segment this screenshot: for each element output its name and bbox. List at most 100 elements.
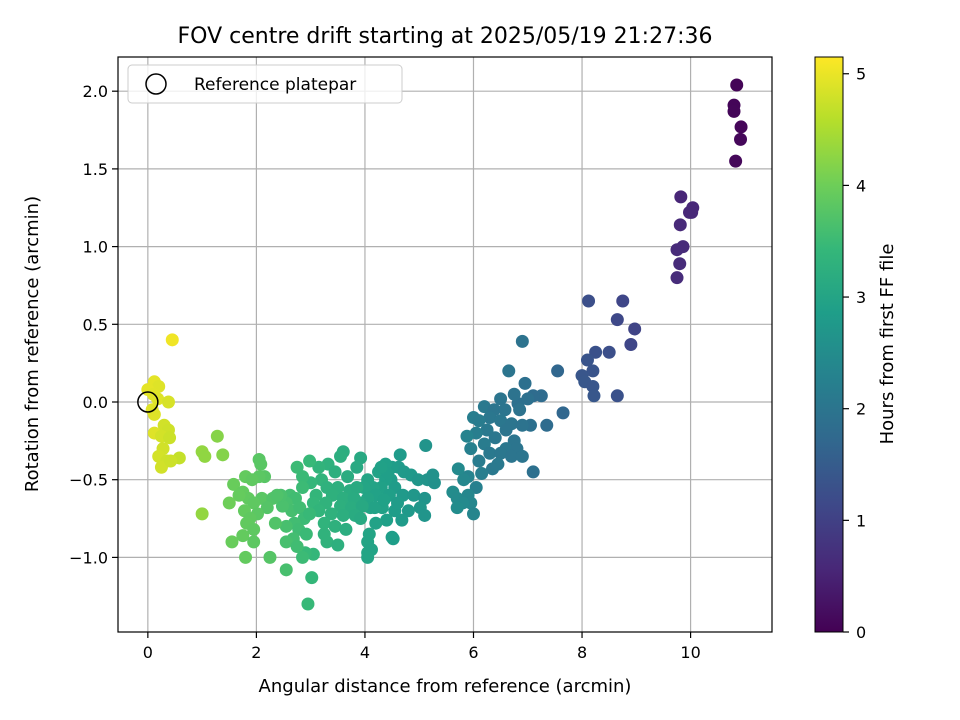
data-point: [254, 457, 268, 471]
data-point: [419, 439, 433, 453]
data-point: [485, 462, 499, 476]
data-point: [336, 508, 350, 522]
data-point: [301, 597, 315, 611]
data-point: [418, 508, 432, 522]
x-tick-label: 4: [360, 643, 370, 662]
y-axis-ticks: −1.0 −0.5 0.0 0.5 1.0 1.5 2.0: [69, 82, 118, 567]
data-point: [164, 454, 178, 468]
data-point: [451, 462, 465, 476]
data-point: [401, 504, 415, 518]
data-point: [328, 519, 342, 533]
data-point: [386, 532, 400, 546]
data-point: [331, 538, 345, 552]
data-point: [480, 423, 494, 437]
data-point: [515, 334, 529, 348]
data-point: [464, 442, 478, 456]
data-point: [515, 449, 529, 463]
data-point: [374, 460, 388, 474]
colorbar-ticks: 0 1 2 3 4 5: [843, 65, 866, 642]
data-point: [163, 431, 177, 445]
data-point: [580, 353, 594, 367]
x-tick-label: 2: [251, 643, 261, 662]
data-point: [407, 488, 421, 502]
data-point: [393, 448, 407, 462]
data-point: [521, 392, 535, 406]
y-tick-label: 0.0: [83, 393, 108, 412]
data-point: [368, 501, 382, 515]
legend-label-reference: Reference platepar: [194, 75, 356, 95]
data-point: [494, 392, 508, 406]
y-tick-label: 1.5: [83, 160, 108, 179]
x-tick-label: 8: [577, 643, 587, 662]
data-point: [279, 563, 293, 577]
data-point: [225, 535, 239, 549]
data-point: [195, 507, 209, 521]
data-point: [460, 429, 474, 443]
data-point: [685, 205, 699, 219]
y-axis-label: Rotation from reference (arcmin): [22, 196, 43, 492]
data-point: [450, 501, 464, 515]
data-point: [589, 345, 603, 359]
data-point: [395, 513, 409, 527]
x-tick-label: 10: [680, 643, 700, 662]
data-point: [377, 493, 391, 507]
data-point: [339, 522, 353, 536]
x-tick-label: 0: [143, 643, 153, 662]
data-point: [582, 294, 596, 308]
data-point: [513, 403, 527, 417]
data-point: [210, 429, 224, 443]
data-point: [457, 473, 471, 487]
data-point: [673, 257, 687, 271]
data-point: [232, 488, 246, 502]
data-point: [727, 104, 741, 118]
legend-marker-reference: [145, 73, 167, 95]
colorbar-tick-label: 5: [856, 65, 866, 84]
data-point: [518, 376, 532, 390]
data-point: [673, 218, 687, 232]
data-point: [369, 516, 383, 530]
data-point: [247, 535, 261, 549]
data-point: [312, 460, 326, 474]
data-point: [260, 501, 274, 515]
data-point: [670, 271, 684, 285]
data-point: [540, 418, 554, 432]
chart-title: FOV centre drift starting at 2025/05/19 …: [178, 24, 713, 49]
data-point: [483, 411, 497, 425]
data-point: [270, 488, 284, 502]
y-tick-label: −1.0: [69, 548, 108, 567]
data-point: [239, 550, 253, 564]
data-point: [551, 364, 565, 378]
data-point: [411, 473, 425, 487]
data-point: [324, 507, 338, 521]
data-point: [610, 389, 624, 403]
plot-frame: [117, 56, 773, 633]
data-point: [296, 470, 310, 484]
data-point: [616, 294, 630, 308]
scatter-points: [137, 78, 748, 611]
data-point: [624, 338, 638, 351]
data-point: [154, 460, 168, 474]
data-point: [236, 529, 250, 543]
colorbar-tick-label: 4: [856, 176, 866, 195]
data-point: [477, 400, 491, 414]
data-point: [391, 496, 405, 510]
data-point: [504, 449, 518, 463]
data-point: [556, 406, 570, 420]
data-point: [355, 499, 369, 513]
y-tick-label: −0.5: [69, 471, 108, 490]
data-point: [469, 480, 483, 494]
data-point: [488, 431, 502, 445]
reference-platepar-marker: [137, 391, 159, 413]
y-tick-label: 2.0: [83, 82, 108, 101]
data-point: [216, 448, 230, 462]
data-point: [299, 527, 313, 541]
data-point: [161, 395, 175, 409]
data-point: [293, 501, 307, 515]
data-point: [729, 154, 743, 168]
data-point: [475, 466, 489, 480]
data-point: [515, 418, 529, 432]
data-point: [730, 78, 744, 92]
data-point: [494, 446, 508, 460]
colorbar-tick-label: 0: [856, 623, 866, 642]
